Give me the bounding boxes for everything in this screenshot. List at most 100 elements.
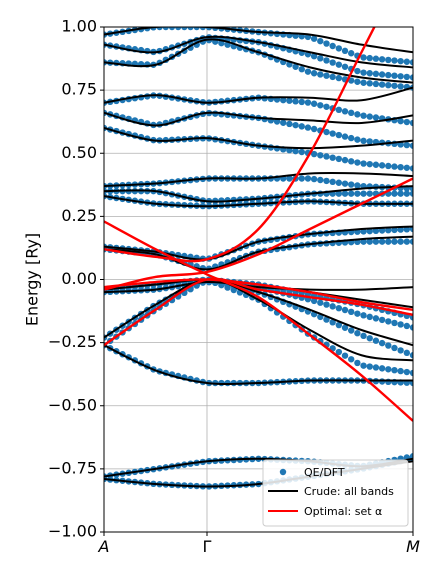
qe-dft-point <box>304 175 312 182</box>
qe-dft-point <box>360 160 367 167</box>
y-tick-label-8: 1.00 <box>61 17 97 36</box>
qe-dft-point <box>341 352 349 359</box>
qe-dft-point <box>360 137 367 145</box>
qe-dft-band-13 <box>104 109 413 149</box>
crude-band-4 <box>104 278 413 347</box>
qe-dft-point <box>280 96 287 104</box>
qe-dft-point <box>348 109 355 117</box>
qe-dft-point <box>348 181 355 188</box>
qe-dft-point <box>341 133 349 140</box>
qe-dft-point <box>409 165 413 172</box>
qe-dft-point <box>341 108 349 115</box>
qe-dft-point <box>292 98 299 105</box>
qe-dft-point <box>378 162 386 169</box>
qe-dft-point <box>385 81 392 89</box>
optimal-band-1 <box>104 277 413 347</box>
qe-dft-point <box>323 40 330 47</box>
y-axis-label: Energy [Ry] <box>23 233 42 326</box>
qe-dft-point <box>397 163 404 171</box>
crude-band-8 <box>104 225 413 261</box>
crude-band-13 <box>104 111 413 127</box>
qe-dft-point <box>354 310 361 317</box>
qe-dft-point <box>187 27 194 31</box>
qe-dft-point <box>310 52 318 60</box>
crude-band-16 <box>104 35 413 69</box>
qe-dft-point <box>360 79 367 86</box>
qe-dft-point <box>341 324 349 331</box>
qe-dft-point <box>409 369 413 377</box>
qe-dft-point <box>372 364 380 371</box>
qe-dft-point <box>354 67 361 75</box>
qe-dft-point <box>403 349 411 357</box>
qe-dft-point <box>310 297 318 305</box>
qe-dft-point <box>372 315 380 322</box>
data-marks <box>104 27 413 490</box>
legend-marker-qe-dft <box>279 468 287 476</box>
qe-dft-point <box>317 299 324 306</box>
crude-band-11 <box>104 171 413 188</box>
y-tick-label-2: −0.50 <box>48 395 97 414</box>
qe-dft-point <box>354 159 361 166</box>
qe-dft-point <box>354 190 361 197</box>
optimal-band-3 <box>104 177 413 291</box>
qe-dft-point <box>366 363 373 370</box>
qe-dft-point <box>286 97 293 104</box>
qe-dft-point <box>310 125 318 133</box>
qe-dft-point <box>329 130 336 137</box>
qe-dft-point <box>397 83 404 90</box>
qe-dft-point <box>323 153 330 160</box>
qe-dft-point <box>292 147 299 155</box>
qe-dft-point <box>372 161 380 168</box>
qe-dft-point <box>378 339 386 347</box>
qe-dft-point <box>348 158 355 165</box>
qe-dft-point <box>335 321 343 329</box>
qe-dft-point <box>385 342 392 349</box>
qe-dft-point <box>385 162 392 170</box>
qe-dft-point <box>341 47 349 55</box>
qe-dft-point <box>280 119 287 126</box>
qe-dft-point <box>323 301 330 308</box>
qe-dft-point <box>397 347 404 354</box>
qe-dft-point <box>366 113 373 120</box>
qe-dft-point <box>292 121 299 129</box>
y-tick-label-0: −1.00 <box>48 522 97 541</box>
y-tick-label-3: −0.25 <box>48 332 97 351</box>
qe-dft-point <box>378 227 386 234</box>
qe-dft-point <box>403 58 411 65</box>
qe-dft-point <box>168 27 176 31</box>
qe-dft-point <box>403 141 411 149</box>
qe-dft-point <box>378 81 386 88</box>
qe-dft-point <box>335 45 343 52</box>
qe-dft-point <box>329 178 336 186</box>
qe-dft-point <box>335 155 343 163</box>
optimal-band-4 <box>104 27 376 263</box>
qe-dft-point <box>335 74 343 82</box>
qe-dft-point <box>317 71 324 78</box>
qe-dft-point <box>317 102 324 109</box>
legend-box <box>262 459 409 527</box>
qe-dft-point <box>378 71 386 78</box>
y-tick-label-4: 0.00 <box>61 269 97 288</box>
qe-dft-point <box>348 50 355 57</box>
crude-band-10 <box>104 185 413 203</box>
qe-dft-band-12 <box>104 124 413 172</box>
qe-dft-point <box>409 59 413 66</box>
qe-dft-point <box>354 111 361 118</box>
qe-dft-point <box>391 190 398 197</box>
qe-dft-point <box>391 367 398 374</box>
qe-dft-point <box>397 73 404 80</box>
qe-dft-point <box>304 124 312 131</box>
qe-dft-point <box>292 63 299 70</box>
qe-dft-point <box>409 352 413 359</box>
qe-dft-point <box>360 54 367 61</box>
qe-dft-point <box>385 318 392 325</box>
qe-dft-point <box>403 322 411 330</box>
qe-dft-point <box>378 238 386 245</box>
qe-dft-point <box>335 179 343 186</box>
qe-dft-point <box>181 27 188 31</box>
qe-dft-point <box>348 190 355 197</box>
qe-dft-point <box>298 175 305 182</box>
qe-dft-point <box>323 177 330 185</box>
qe-dft-point <box>397 57 404 65</box>
